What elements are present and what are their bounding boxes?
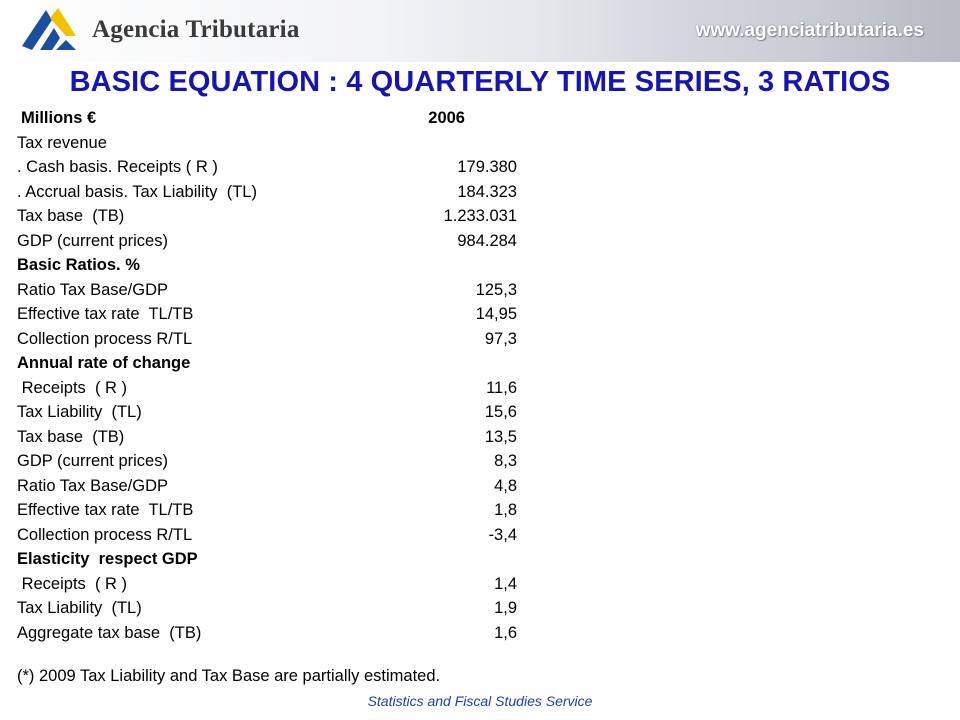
year-label: 2006	[428, 109, 465, 127]
row-label: Tax Liability (TL)	[17, 599, 142, 617]
section-heading-row: Basic Ratios. %	[17, 253, 537, 278]
table-row: Tax Liability (TL) 1,9	[17, 596, 537, 621]
row-label: Ratio Tax Base/GDP	[17, 280, 169, 299]
header-banner: Agencia Tributaria www.agenciatributaria…	[0, 0, 960, 62]
table-row: Collection process R/TL -3,4	[17, 523, 537, 548]
unit-label: Millions €	[21, 109, 97, 127]
table-row: Receipts ( R ) 11,6	[17, 376, 537, 401]
row-value: 179.380	[457, 158, 517, 176]
table-row: Effective tax rate TL/TB 1,8	[17, 498, 537, 523]
table-row: Tax base (TB) 1.233.031	[17, 204, 537, 229]
agency-name: Agencia Tributaria	[92, 16, 300, 43]
row-label: Aggregate tax base (TB)	[17, 623, 202, 642]
website-url: www.agenciatributaria.es	[695, 20, 924, 41]
row-label: Basic Ratios. %	[17, 256, 140, 274]
row-value: 4,8	[494, 476, 517, 495]
row-label: . Accrual basis. Tax Liability (TL)	[17, 182, 257, 201]
row-label: GDP (current prices)	[17, 231, 168, 250]
table-row: Aggregate tax base (TB) 1,6	[17, 621, 537, 646]
row-value: 97,3	[484, 329, 517, 348]
table-row: Ratio Tax Base/GDP 4,8	[17, 474, 537, 499]
table-row: Ratio Tax Base/GDP 125,3	[17, 278, 537, 303]
table-row: Tax Liability (TL) 15,6	[17, 400, 537, 425]
row-label: Receipts ( R )	[17, 574, 128, 593]
row-label: Effective tax rate TL/TB	[17, 501, 194, 519]
row-value: 1,6	[494, 623, 517, 642]
row-label: . Cash basis. Receipts ( R )	[17, 158, 218, 176]
row-label: Collection process R/TL	[17, 329, 193, 348]
row-label: GDP (current prices)	[17, 452, 168, 470]
row-value: 1,9	[494, 599, 517, 617]
footnote: (*) 2009 Tax Liability and Tax Base are …	[17, 667, 441, 685]
table-header-row: Millions € 2006	[17, 106, 537, 131]
data-table: Millions € 2006 Tax revenue . Cash basis.…	[17, 106, 537, 645]
slide-title: BASIC EQUATION : 4 QUARTERLY TIME SERIES…	[69, 66, 891, 98]
table-row: Effective tax rate TL/TB 14,95	[17, 302, 537, 327]
row-label: Tax base (TB)	[17, 207, 125, 225]
row-value: 1,8	[494, 501, 517, 519]
row-value: -3,4	[488, 525, 517, 544]
row-label: Tax base (TB)	[17, 427, 125, 446]
row-label: Elasticity respect GDP	[17, 550, 198, 568]
row-value: 15,6	[484, 403, 517, 421]
row-label: Effective tax rate TL/TB	[17, 305, 194, 323]
section-heading-row: Annual rate of change	[17, 351, 537, 376]
row-label: Receipts ( R )	[17, 378, 128, 397]
table-row: GDP (current prices) 984.284	[17, 229, 537, 254]
table-row: Receipts ( R ) 1,4	[17, 572, 537, 597]
row-label: Ratio Tax Base/GDP	[17, 476, 169, 495]
row-value: 1,4	[494, 574, 517, 593]
row-label: Annual rate of change	[17, 354, 191, 372]
table-row: Tax base (TB) 13,5	[17, 425, 537, 450]
row-value: 13,5	[484, 427, 517, 446]
header-gradient	[560, 0, 960, 62]
row-value: 184.323	[457, 182, 517, 201]
agency-logo-icon	[22, 8, 76, 50]
table-row: . Accrual basis. Tax Liability (TL) 184.3…	[17, 180, 537, 205]
row-value: 14,95	[475, 305, 517, 323]
table-row: . Cash basis. Receipts ( R ) 179.380	[17, 155, 537, 180]
row-value: 1.233.031	[443, 207, 517, 225]
row-label: Collection process R/TL	[17, 525, 193, 544]
row-value: 984.284	[457, 231, 517, 250]
row-value: 11,6	[486, 378, 517, 397]
section-heading-row: Elasticity respect GDP	[17, 547, 537, 572]
row-label: Tax revenue	[17, 133, 107, 152]
table-row: Tax revenue	[17, 131, 537, 156]
row-label: Tax Liability (TL)	[17, 403, 142, 421]
table-row: GDP (current prices) 8,3	[17, 449, 537, 474]
table-row: Collection process R/TL 97,3	[17, 327, 537, 352]
row-value: 125,3	[475, 280, 517, 299]
footer-text: Statistics and Fiscal Studies Service	[367, 693, 593, 709]
row-value: 8,3	[494, 452, 517, 470]
